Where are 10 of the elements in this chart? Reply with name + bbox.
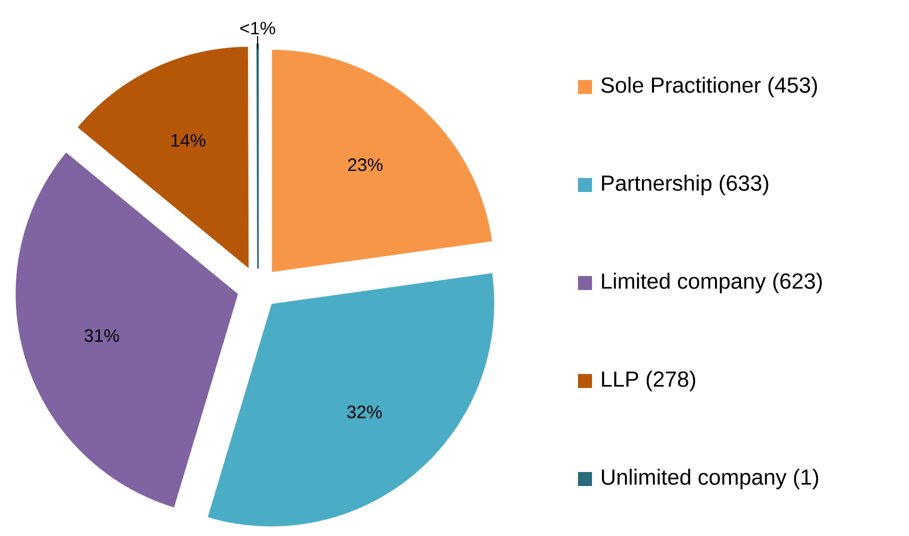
legend-label: LLP (278) — [602, 370, 696, 392]
legend-label: Partnership (633) — [602, 174, 768, 196]
data-label: 23% — [348, 158, 383, 172]
legend-label: Sole Practitioner (453) — [601, 76, 817, 98]
data-label: <1% — [240, 22, 276, 34]
legend-label: Limited company (623) — [602, 272, 822, 294]
data-label: 31% — [84, 329, 120, 342]
data-label: 32% — [347, 406, 382, 418]
data-label: 14% — [172, 134, 206, 147]
legend-label: Unlimited company (1) — [602, 468, 818, 490]
